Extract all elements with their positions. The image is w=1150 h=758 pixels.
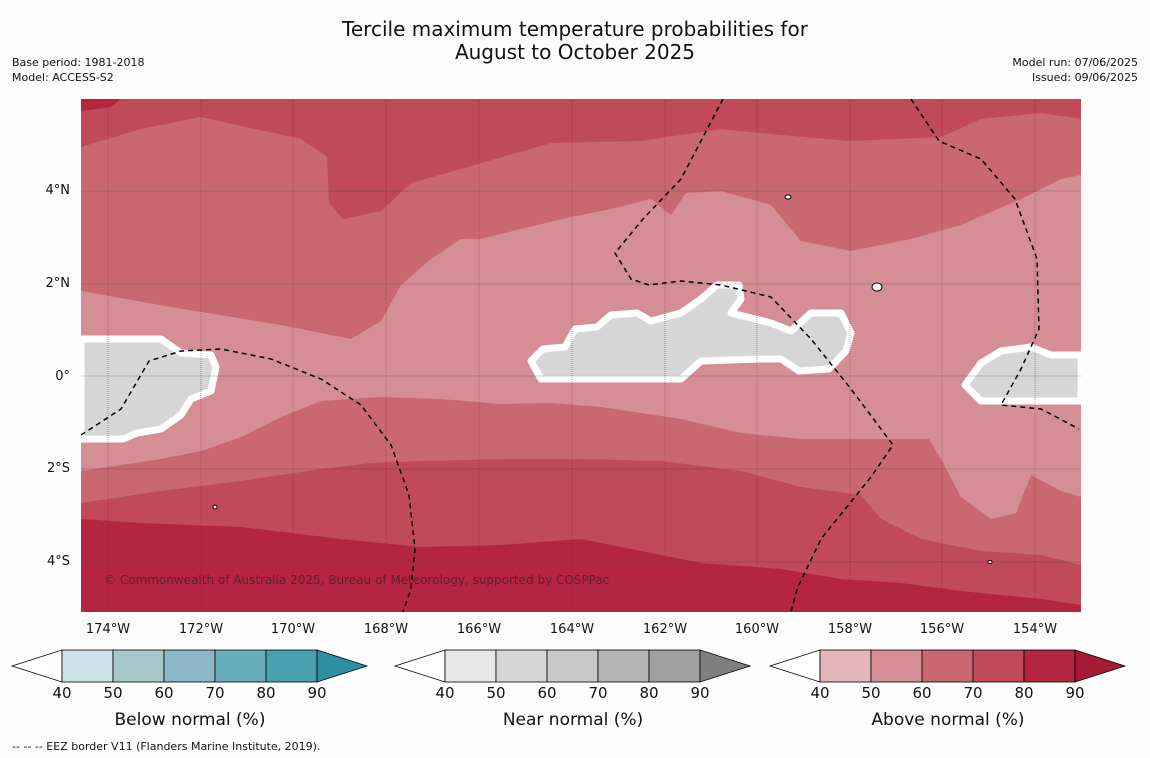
- tick-above-40: 40: [810, 684, 830, 702]
- colorbar-above-normal: [768, 649, 1127, 683]
- colorbar-below-arrow-high: [316, 649, 369, 683]
- run-info: Model run: 07/06/2025 Issued: 09/06/2025: [1012, 55, 1138, 85]
- tick-below-40: 40: [52, 684, 72, 702]
- colorbar-above-80: [972, 649, 1025, 683]
- eez-footnote: -- -- -- EEZ border V11 (Flanders Marine…: [12, 740, 321, 753]
- tick-below-80: 80: [256, 684, 276, 702]
- lat-label-0: 0°: [55, 369, 70, 384]
- tick-near-50: 50: [486, 684, 506, 702]
- colorbar-near-70: [546, 649, 599, 683]
- title-line-2: August to October 2025: [454, 40, 696, 64]
- island-2: [871, 282, 883, 292]
- legend-title-below: Below normal (%): [114, 710, 266, 730]
- legend-above-normal: 40 50 60 70 80 90 Above normal (%): [768, 648, 1128, 738]
- colorbar-near-arrow-low: [393, 649, 446, 683]
- colorbar-below-normal: [10, 649, 369, 683]
- zone-above-80-southwest: [81, 569, 1081, 612]
- legend-below-normal: 40 50 60 70 80 90 Below normal (%): [10, 648, 370, 738]
- tick-near-80: 80: [639, 684, 659, 702]
- lon-label-168w: 168°W: [363, 622, 409, 637]
- legend-title-near: Near normal (%): [502, 710, 644, 730]
- colorbar-above-50: [819, 649, 872, 683]
- colorbar-near-90: [648, 649, 701, 683]
- probability-map: [81, 99, 1081, 612]
- tick-near-90: 90: [690, 684, 710, 702]
- tick-above-80: 80: [1014, 684, 1034, 702]
- island-1: [784, 194, 792, 200]
- near-normal-zones: [81, 281, 1081, 443]
- colorbar-below-80: [214, 649, 267, 683]
- lat-label-2n: 2°N: [45, 276, 71, 291]
- issued-date: Issued: 09/06/2025: [1031, 71, 1138, 84]
- lon-label-156w: 156°W: [919, 622, 965, 637]
- lon-label-162w: 162°W: [642, 622, 688, 637]
- tick-below-60: 60: [154, 684, 174, 702]
- near-normal-central: [527, 281, 855, 383]
- eez-border-east: [910, 99, 1080, 430]
- colorbar-below-90: [265, 649, 318, 683]
- colorbar-near-60: [495, 649, 548, 683]
- tick-above-60: 60: [912, 684, 932, 702]
- eez-border-central: [614, 99, 894, 612]
- near-normal-west: [81, 335, 220, 443]
- islands: [212, 194, 993, 564]
- colorbar-above-arrow-low: [768, 649, 821, 683]
- lon-label-154w: 154°W: [1012, 622, 1058, 637]
- lon-label-164w: 164°W: [549, 622, 595, 637]
- copyright-notice: © Commonwealth of Australia 2025, Bureau…: [104, 573, 610, 587]
- map-graticule: [107, 99, 1036, 612]
- lon-label-172w: 172°W: [178, 622, 224, 637]
- near-normal-east: [961, 343, 1081, 405]
- tick-near-60: 60: [537, 684, 557, 702]
- island-4: [987, 560, 993, 564]
- zone-above-70-north: [81, 99, 1081, 219]
- tick-near-40: 40: [435, 684, 455, 702]
- colorbar-near-50: [444, 649, 497, 683]
- colorbar-near-80: [597, 649, 650, 683]
- colorbar-below-50: [61, 649, 114, 683]
- lat-label-2s: 2°S: [46, 461, 70, 476]
- lat-label-4n: 4°N: [45, 183, 71, 198]
- tick-below-90: 90: [307, 684, 327, 702]
- eez-borders: [81, 99, 1080, 612]
- base-period: Base period: 1981-2018: [12, 56, 145, 69]
- map-title: Tercile maximum temperature probabilitie…: [0, 18, 1150, 64]
- eez-border-west: [81, 348, 416, 612]
- colorbar-near-normal: [393, 649, 752, 683]
- map-canvas: [81, 99, 1081, 612]
- colorbar-near-arrow-high: [699, 649, 752, 683]
- title-line-1: Tercile maximum temperature probabilitie…: [342, 17, 808, 41]
- model-name: Model: ACCESS-S2: [12, 71, 114, 84]
- colorbar-above-70: [921, 649, 974, 683]
- lon-label-160w: 160°W: [734, 622, 780, 637]
- lat-label-4s: 4°S: [46, 554, 70, 569]
- colorbar-below-70: [163, 649, 216, 683]
- lon-label-170w: 170°W: [270, 622, 316, 637]
- lon-label-166w: 166°W: [456, 622, 502, 637]
- tick-above-90: 90: [1065, 684, 1085, 702]
- map-latitude-lines: [81, 190, 1081, 563]
- tick-near-70: 70: [588, 684, 608, 702]
- colorbar-below-arrow-low: [10, 649, 63, 683]
- colorbar-above-60: [870, 649, 923, 683]
- tick-below-70: 70: [205, 684, 225, 702]
- legend-near-normal: 40 50 60 70 80 90 Near normal (%): [393, 648, 753, 738]
- colorbar-above-90: [1023, 649, 1076, 683]
- colorbar-below-60: [112, 649, 165, 683]
- colorbar-above-arrow-high: [1074, 649, 1127, 683]
- lon-label-174w: 174°W: [85, 622, 131, 637]
- tick-above-70: 70: [963, 684, 983, 702]
- model-run-date: Model run: 07/06/2025: [1012, 56, 1138, 69]
- model-info: Base period: 1981-2018 Model: ACCESS-S2: [12, 55, 144, 85]
- zone-above-80-northwest: [81, 99, 121, 111]
- legend-title-above: Above normal (%): [871, 710, 1025, 730]
- lon-label-158w: 158°W: [827, 622, 873, 637]
- tick-below-50: 50: [103, 684, 123, 702]
- tick-above-50: 50: [861, 684, 881, 702]
- island-3: [212, 504, 218, 510]
